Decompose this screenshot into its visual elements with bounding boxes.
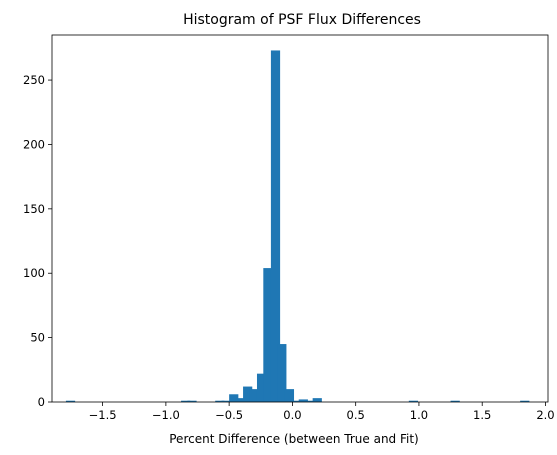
- histogram-bar: [187, 400, 197, 402]
- histogram-bar: [450, 400, 460, 402]
- x-tick-label: 2.0: [536, 408, 554, 422]
- y-tick-label: 250: [23, 73, 45, 87]
- x-tick-label: 1.0: [410, 408, 428, 422]
- histogram-bar: [256, 373, 267, 402]
- x-axis-ticks: −1.5 −1.0 −0.5 0.0 0.5 1.0 1.5 2.0: [89, 402, 555, 422]
- y-tick-label: 50: [30, 331, 45, 345]
- histogram-bar: [284, 389, 295, 402]
- histogram-bar: [408, 400, 419, 402]
- histogram-bar: [291, 400, 301, 402]
- y-tick-label: 200: [23, 137, 45, 151]
- x-tick-label: −0.5: [215, 408, 243, 422]
- chart-title: Histogram of PSF Flux Differences: [183, 12, 421, 28]
- histogram-bar: [305, 400, 315, 402]
- y-axis-ticks: 0 50 100 150 200 250: [23, 73, 52, 409]
- histogram-bar: [215, 400, 225, 402]
- x-axis-label: Percent Difference (between True and Fit…: [169, 432, 418, 446]
- histogram-bar: [181, 400, 191, 402]
- histogram-bars: [65, 50, 530, 402]
- histogram-bar: [520, 400, 530, 402]
- plot-frame: [51, 34, 549, 403]
- histogram-bar: [65, 400, 76, 402]
- histogram-bar: [298, 399, 308, 402]
- y-tick-label: 150: [23, 202, 45, 216]
- histogram-bar: [221, 400, 231, 402]
- histogram-bar: [270, 50, 281, 402]
- histogram-bar: [263, 268, 273, 402]
- plot-area: [52, 35, 548, 402]
- x-tick-label: 1.5: [473, 408, 491, 422]
- x-tick-label: 0.0: [283, 408, 301, 422]
- histogram-bar: [243, 386, 253, 402]
- x-tick-label: −1.5: [89, 408, 117, 422]
- histogram-bar: [249, 389, 259, 402]
- histogram-bar: [312, 398, 322, 402]
- histogram-bar: [229, 394, 239, 402]
- histogram-bar: [277, 344, 287, 402]
- y-tick-label: 0: [38, 395, 45, 409]
- histogram-bar: [235, 398, 245, 402]
- y-tick-label: 100: [23, 266, 45, 280]
- x-tick-label: 0.5: [347, 408, 365, 422]
- x-tick-label: −1.0: [152, 408, 180, 422]
